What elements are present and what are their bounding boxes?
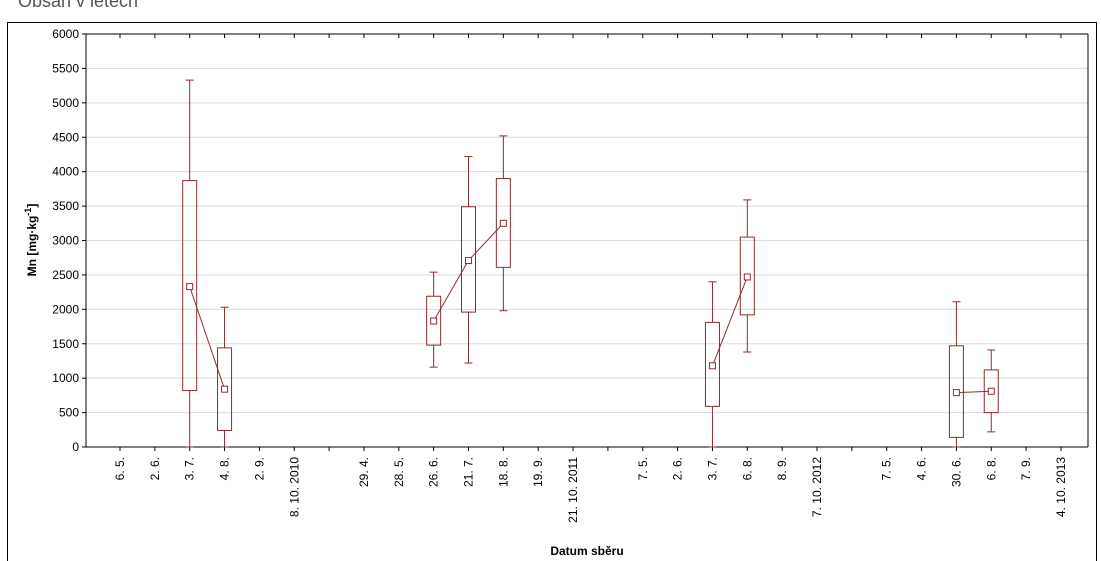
mean-connector (468, 222, 504, 261)
mean-connector (433, 260, 469, 322)
gridlines (86, 67, 1088, 414)
y-tick-label: 5000 (52, 96, 79, 110)
cut-header-label: Obsah v letech (18, 0, 139, 11)
box-item (983, 349, 999, 433)
box-item (704, 281, 720, 448)
box-rect (948, 345, 964, 438)
box-rect (739, 236, 755, 316)
x-tick-label: 2. 9. (252, 457, 266, 480)
boxes (182, 79, 999, 448)
cut-header-text: Obsah v letech (0, 0, 1101, 16)
x-tick-label: 30. 6. (949, 457, 963, 487)
box-item (495, 135, 511, 312)
x-tick-label: 7. 10. 2012 (810, 457, 824, 517)
mean-connector (956, 390, 992, 394)
x-tick-label: 6. 8. (740, 457, 754, 480)
x-tick-label: 6. 5. (113, 457, 127, 480)
x-ticks: 6. 5. 2. 6. 3. 7. 4. 8. 2. 9. 8. 10. 2010 29. … (113, 34, 1068, 523)
box-item (182, 79, 198, 448)
y-axis-title-end: ] (25, 204, 39, 208)
y-ticks: 0 500 1000 1500 2000 2500 3000 3500 4000 4500 5000… (52, 27, 86, 454)
x-tick-label: 28. 5. (392, 457, 406, 487)
x-tick-label: 7. 9. (1019, 457, 1033, 480)
box-item (217, 306, 233, 448)
x-tick-label: 21. 7. (462, 457, 476, 487)
x-tick-label: 8. 10. 2010 (287, 457, 301, 517)
box-item (461, 156, 476, 364)
mean-marker (952, 389, 960, 397)
x-tick-label: 19. 9. (531, 457, 545, 487)
y-tick-label: 2000 (52, 302, 79, 316)
y-tick-label: 6000 (52, 27, 79, 41)
x-axis-title: Datum sběru (550, 544, 623, 558)
mean-marker (221, 385, 229, 393)
box-item (948, 301, 964, 448)
x-tick-label: 7. 5. (880, 457, 894, 480)
mean-connector (711, 276, 748, 366)
box-item (739, 199, 755, 353)
y-tick-label: 0 (72, 440, 79, 454)
box-rect (461, 206, 476, 313)
y-tick-label: 3500 (52, 199, 79, 213)
x-tick-label: 18. 8. (496, 457, 510, 487)
x-tick-label: 21. 10. 2011 (566, 457, 580, 523)
x-tick-label: 2. 6. (148, 457, 162, 480)
y-tick-label: 4000 (52, 165, 79, 179)
x-tick-label: 2. 6. (671, 457, 685, 480)
y-tick-label: 1000 (52, 371, 79, 385)
x-tick-label: 4. 6. (915, 457, 929, 480)
box-rect (495, 178, 511, 268)
box-rect (704, 321, 720, 407)
box-rect (182, 180, 198, 392)
x-tick-label: 29. 4. (357, 457, 371, 487)
y-axis-title: Mn [mg·kg-1] (23, 204, 39, 277)
mean-marker (430, 317, 438, 325)
y-tick-label: 1500 (52, 337, 79, 351)
box-rect (217, 347, 233, 431)
y-tick-label: 2500 (52, 268, 79, 282)
x-tick-label: 26. 6. (427, 457, 441, 487)
x-tick-label: 6. 8. (984, 457, 998, 480)
x-tick-label: 3. 7. (183, 457, 197, 480)
mean-marker (499, 219, 507, 227)
x-tick-label: 4. 8. (218, 457, 232, 480)
y-tick-label: 4500 (52, 130, 79, 144)
y-tick-label: 500 (59, 406, 79, 420)
x-tick-label: 7. 5. (636, 457, 650, 480)
mean-marker (987, 387, 995, 395)
y-tick-label: 3000 (52, 234, 79, 248)
x-tick-label: 3. 7. (705, 457, 719, 480)
mean-marker (186, 283, 194, 291)
y-tick-label: 5500 (52, 61, 79, 75)
mean-marker (743, 273, 751, 281)
box-item (426, 271, 442, 368)
y-axis-title-superscript: -1 (23, 208, 33, 216)
mean-marker (708, 362, 716, 370)
x-tick-label: 4. 10. 2013 (1054, 457, 1068, 517)
box-rect (426, 295, 442, 346)
mean-connector (189, 286, 226, 390)
mean-marker (465, 256, 472, 264)
y-axis-title-main: Mn [mg·kg (25, 216, 39, 277)
chart-frame (7, 22, 1097, 561)
x-tick-label: 8. 9. (775, 457, 789, 480)
